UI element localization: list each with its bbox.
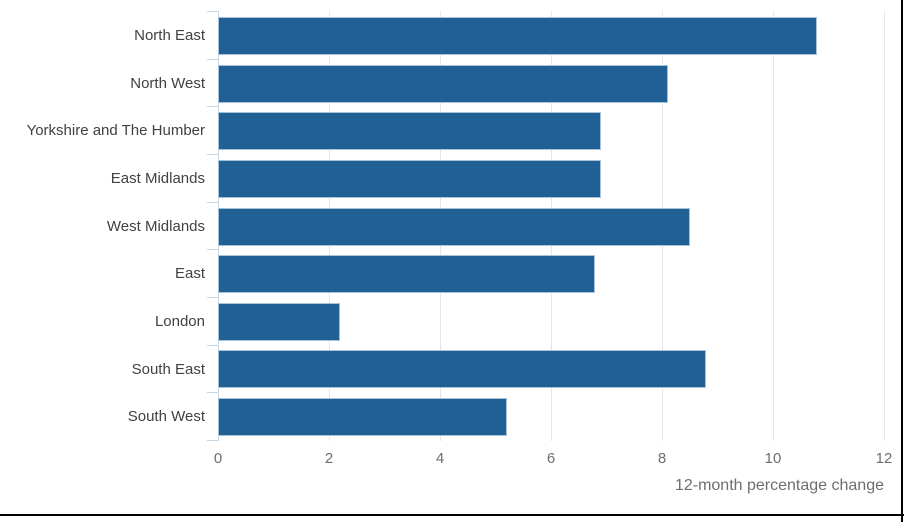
y-axis-tick <box>207 106 218 107</box>
bar-east <box>218 255 595 293</box>
gridline-x-10 <box>773 11 774 441</box>
y-axis-tick <box>207 11 218 12</box>
bar-west-midlands <box>218 208 690 246</box>
y-axis-tick <box>207 440 218 441</box>
x-tick-label-8: 8 <box>657 450 667 467</box>
y-axis-tick <box>207 59 218 60</box>
category-label: South East <box>131 361 205 378</box>
category-label: East <box>174 265 205 282</box>
y-axis-tick <box>207 392 218 393</box>
x-tick-label-10: 10 <box>764 450 782 467</box>
y-axis-tick <box>207 345 218 346</box>
x-axis-title: 12-month percentage change <box>674 477 884 494</box>
x-tick-label-12: 12 <box>875 450 893 467</box>
y-axis-tick <box>207 202 218 203</box>
gridline-x-12 <box>884 11 885 441</box>
y-axis-tick <box>207 154 218 155</box>
category-label: East Midlands <box>110 170 205 187</box>
screenshot-right-border <box>901 0 903 522</box>
bar-london <box>218 303 340 341</box>
category-label: North East <box>134 27 205 44</box>
y-axis-tick <box>207 297 218 298</box>
x-tick-label-6: 6 <box>546 450 556 467</box>
category-label: North West <box>130 75 205 92</box>
bar-south-east <box>218 350 706 388</box>
y-axis-tick <box>207 249 218 250</box>
category-label: Yorkshire and The Humber <box>26 122 205 139</box>
category-label: South West <box>127 408 205 425</box>
screenshot-bottom-border <box>0 514 904 516</box>
bar-north-west <box>218 65 668 103</box>
bar-east-midlands <box>218 160 601 198</box>
category-label: London <box>154 313 205 330</box>
x-tick-label-4: 4 <box>435 450 445 467</box>
bar-south-west <box>218 398 507 436</box>
x-tick-label-2: 2 <box>324 450 334 467</box>
x-tick-label-0: 0 <box>213 450 223 467</box>
category-label: West Midlands <box>106 218 205 235</box>
bar-yorkshire-and-the-humber <box>218 112 601 150</box>
bar-north-east <box>218 17 817 55</box>
